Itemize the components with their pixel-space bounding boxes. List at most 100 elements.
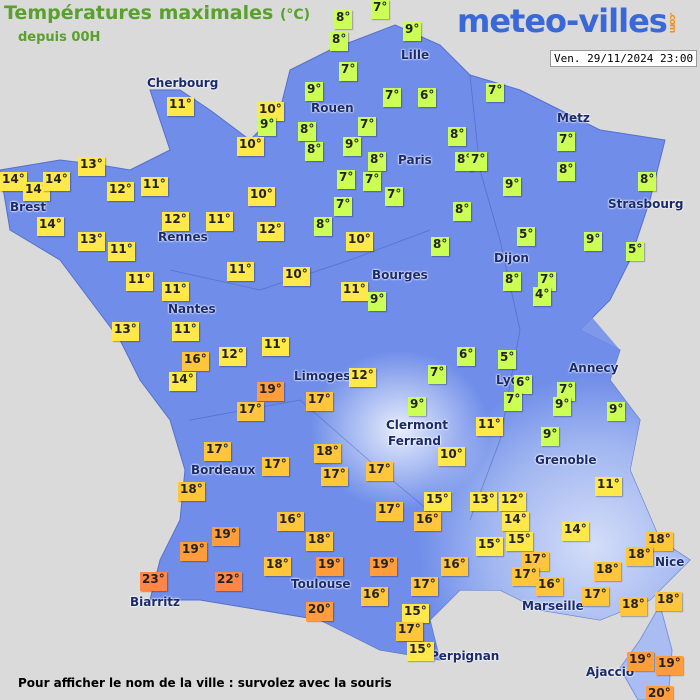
temperature: 19°: [656, 656, 683, 675]
temperature: 4°: [533, 287, 552, 306]
temperature: 19°: [370, 557, 397, 576]
temperature: 18°: [646, 532, 673, 551]
temperature: 11°: [167, 97, 194, 116]
temperature: 14°: [37, 217, 64, 236]
temperature: 10°: [257, 102, 284, 121]
temperature: 7°: [334, 197, 353, 216]
temperature: 12°: [162, 212, 189, 231]
massif-central: [310, 350, 490, 510]
temperature: 8°: [314, 217, 333, 236]
temperature: 11°: [227, 262, 254, 281]
city-name: Clermont: [386, 418, 449, 432]
temperature: 8°: [448, 127, 467, 146]
temperature: 14°: [502, 512, 529, 531]
temperature: 18°: [655, 592, 682, 611]
temperature: 9°: [408, 397, 427, 416]
temperature: 13°: [78, 232, 105, 251]
city-name: Marseille: [522, 599, 584, 613]
temperature: 17°: [306, 392, 333, 411]
temperature: 17°: [237, 402, 264, 421]
temperature: 7°: [538, 272, 557, 291]
temperature: 14°: [169, 372, 196, 391]
temperature: 11°: [162, 282, 189, 301]
city-name: Toulouse: [291, 577, 351, 591]
city-name: Rouen: [311, 101, 354, 115]
city-name: Paris: [398, 153, 432, 167]
temperature: 23°: [140, 572, 167, 591]
temperature: 20°: [306, 602, 333, 621]
temperature: 15°: [402, 604, 429, 623]
temperature: 7°: [383, 88, 402, 107]
temperature: 9°: [553, 397, 572, 416]
temperature: 17°: [396, 622, 423, 641]
temperature: 17°: [321, 467, 348, 486]
temperature: 9°: [305, 82, 324, 101]
temperature: 22°: [215, 572, 242, 591]
temperature: 12°: [257, 222, 284, 241]
temperature: 8°: [330, 32, 349, 51]
title-row: Températures maximales (°C): [4, 2, 310, 24]
temperature: 18°: [620, 597, 647, 616]
temperature: 6°: [457, 347, 476, 366]
city-name: Dijon: [494, 251, 529, 265]
temperature: 20°: [646, 686, 673, 700]
logo: meteo-villes.com: [457, 2, 677, 40]
temperature: 11°: [206, 212, 233, 231]
city-name: Cherbourg: [147, 76, 219, 90]
temperature: 9°: [503, 177, 522, 196]
temperature: 15°: [476, 537, 503, 556]
temperature: 15°: [424, 492, 451, 511]
temperature: 18°: [594, 562, 621, 581]
city-name: Nice: [655, 555, 685, 569]
temperature: 5°: [517, 227, 536, 246]
temperature: 10°: [283, 267, 310, 286]
temperature: 5°: [498, 350, 517, 369]
temperature: 17°: [366, 462, 393, 481]
temperature: 11°: [126, 272, 153, 291]
temperature: 5°: [626, 242, 645, 261]
temperature: 7°: [504, 392, 523, 411]
temperature: 7°: [339, 62, 358, 81]
temperature: 7°: [557, 382, 576, 401]
temperature: 6°: [514, 375, 533, 394]
date: Ven. 29/11/2024 23:00: [550, 50, 698, 67]
city-name: Perpignan: [430, 649, 500, 663]
temperature: 8°: [453, 202, 472, 221]
temperature: 19°: [316, 557, 343, 576]
city-name: Biarritz: [130, 595, 181, 609]
temperature: 8°: [368, 152, 387, 171]
temperature: 16°: [361, 587, 388, 606]
city-name: Brest: [10, 200, 47, 214]
temperature: 12°: [499, 492, 526, 511]
temperature: 11°: [595, 477, 622, 496]
temperature: 18°: [314, 444, 341, 463]
temperature: 7°: [371, 0, 390, 19]
temperature: 16°: [277, 512, 304, 531]
temperature: 8°: [503, 272, 522, 291]
temperature: 10°: [346, 232, 373, 251]
temperature: 11°: [108, 242, 135, 261]
temperature: 18°: [626, 547, 653, 566]
temperature: 15°: [506, 532, 533, 551]
temperature: 13°: [78, 157, 105, 176]
temperature: 6°: [418, 88, 437, 107]
city-name: Ferrand: [388, 434, 441, 448]
temperature: 19°: [180, 542, 207, 561]
temperature: 7°: [385, 187, 404, 206]
temperature: 11°: [262, 337, 289, 356]
city-name: Metz: [557, 111, 590, 125]
temperature: 9°: [343, 137, 362, 156]
temperature: 7°: [363, 172, 382, 191]
logo-text: meteo-villes: [457, 2, 668, 40]
title: Températures maximales: [4, 2, 274, 24]
footer: Pour afficher le nom de la ville : survo…: [18, 676, 392, 690]
city-name: Bordeaux: [191, 463, 256, 477]
temperature: 11°: [476, 417, 503, 436]
temperature: 17°: [512, 567, 539, 586]
temperature: 16°: [182, 352, 209, 371]
temperature: 7°: [358, 117, 377, 136]
temperature: 8°: [334, 10, 353, 29]
temperature: 19°: [212, 527, 239, 546]
temperature: 12°: [107, 182, 134, 201]
